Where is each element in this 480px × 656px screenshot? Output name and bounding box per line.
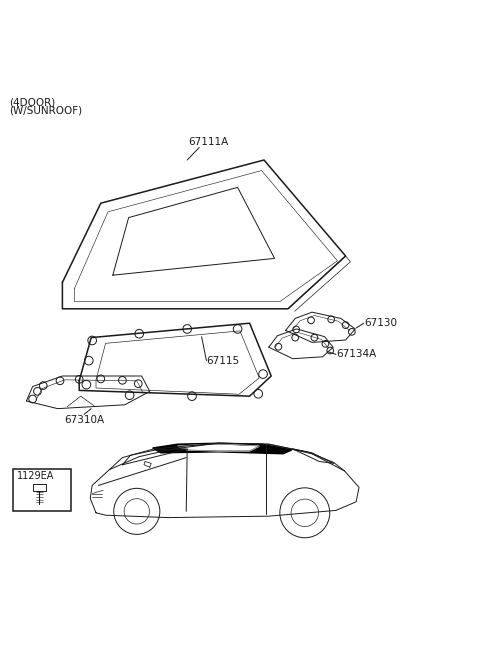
- Polygon shape: [153, 443, 292, 454]
- Bar: [13, 469, 71, 512]
- Text: 1129EA: 1129EA: [17, 471, 55, 481]
- Polygon shape: [178, 444, 259, 451]
- Text: (4DOOR): (4DOOR): [10, 98, 56, 108]
- Text: 67115: 67115: [206, 356, 240, 365]
- Text: (W/SUNROOF): (W/SUNROOF): [10, 106, 83, 115]
- Text: 67134A: 67134A: [336, 350, 376, 359]
- Text: 67310A: 67310A: [64, 415, 104, 425]
- Text: 67111A: 67111A: [189, 136, 229, 146]
- Text: 67130: 67130: [364, 318, 397, 328]
